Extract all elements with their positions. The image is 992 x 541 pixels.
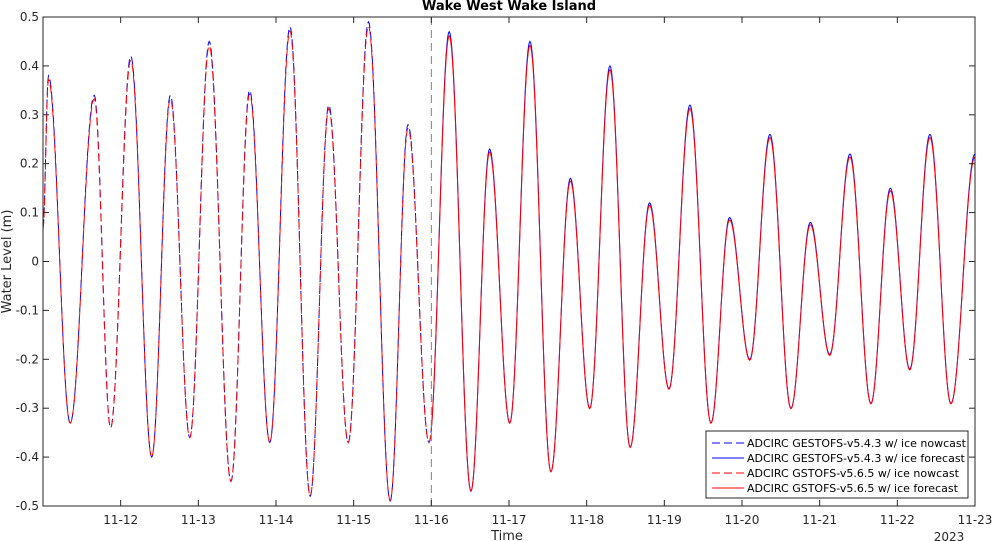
x-tick-label: 11-17 <box>492 513 527 527</box>
y-tick-label: 0.5 <box>20 10 39 24</box>
x-tick-label: 11-21 <box>802 513 837 527</box>
y-axis-label: Water Level (m) <box>0 210 15 314</box>
x-tick-label: 11-20 <box>725 513 760 527</box>
plot-background <box>43 17 975 506</box>
x-tick-label: 11-16 <box>414 513 449 527</box>
legend-box <box>705 430 969 499</box>
y-tick-label: -0.5 <box>16 499 39 513</box>
x-tick-label: 11-23 <box>958 513 992 527</box>
legend-entry: ADCIRC GESTOFS-v5.4.3 w/ ice nowcast <box>747 437 967 450</box>
x-axis-label: Time <box>490 529 523 541</box>
x-tick-label: 11-14 <box>259 513 294 527</box>
x-tick-label: 11-22 <box>880 513 915 527</box>
legend-entry: ADCIRC GSTOFS-v5.6.5 w/ ice nowcast <box>747 467 960 480</box>
y-tick-label: 0 <box>31 255 39 269</box>
x-tick-label: 11-13 <box>181 513 216 527</box>
x-tick-label: 11-19 <box>647 513 682 527</box>
legend-entry: ADCIRC GESTOFS-v5.4.3 w/ ice forecast <box>747 452 966 465</box>
legend-entry: ADCIRC GSTOFS-v5.6.5 w/ ice forecast <box>747 482 959 495</box>
y-tick-label: -0.2 <box>16 352 39 366</box>
y-tick-label: -0.4 <box>16 450 39 464</box>
y-tick-label: 0.4 <box>20 59 39 73</box>
y-tick-label: 0.3 <box>20 108 39 122</box>
legend: ADCIRC GESTOFS-v5.4.3 w/ ice nowcast ADCI… <box>705 430 969 499</box>
y-tick-label: -0.3 <box>16 401 39 415</box>
series-layer <box>42 17 976 506</box>
chart-title: Wake West Wake Island <box>422 0 596 14</box>
y-tick-label: 0.1 <box>20 206 39 220</box>
axes-layer: -0.5 -0.4 -0.3 -0.2 -0.1 0 0.1 0.2 0.3 0.4 0.5 11-1… <box>16 10 992 527</box>
series-line-4 <box>430 34 976 493</box>
x-tick-label: 11-12 <box>103 513 138 527</box>
y-tick-label: 0.2 <box>20 157 39 171</box>
x-tick-label: 11-18 <box>569 513 604 527</box>
x-axis-year-label: 2023 <box>934 530 965 541</box>
y-tick-label: -0.1 <box>16 303 39 317</box>
plot-area <box>43 17 975 506</box>
series-line-3 <box>42 25 432 502</box>
x-tick-label: 11-15 <box>336 513 371 527</box>
